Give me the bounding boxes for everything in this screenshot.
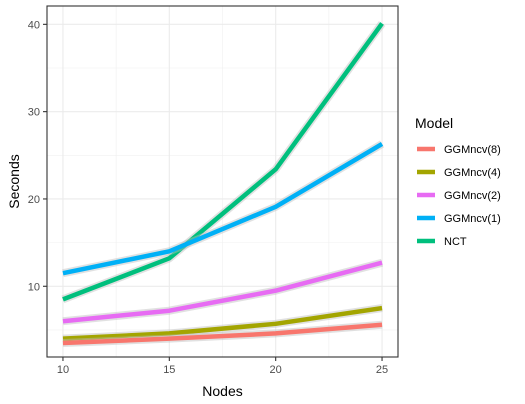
y-tick-label: 20 <box>28 194 40 206</box>
y-tick-label: 30 <box>28 107 40 119</box>
legend-label: NCT <box>444 236 467 248</box>
x-tick-label: 10 <box>57 364 69 376</box>
x-tick-label: 15 <box>163 364 175 376</box>
grid-minor <box>47 6 398 357</box>
panel-border <box>46 5 399 358</box>
legend: Model GGMncv(8) GGMncv(4) GGMncv(2) GGMncv(… <box>415 115 501 252</box>
legend-label: GGMncv(8) <box>444 144 501 156</box>
x-axis: 10 15 20 25 <box>57 357 388 376</box>
series-line <box>62 305 383 341</box>
y-tick-label: 10 <box>28 281 40 293</box>
y-tick-label: 40 <box>28 19 40 31</box>
series-line <box>62 22 384 302</box>
series-layer <box>61 21 386 348</box>
grid-major <box>47 6 398 357</box>
legend-label: GGMncv(1) <box>444 213 501 225</box>
legend-label: GGMncv(4) <box>444 167 501 179</box>
x-axis-title: Nodes <box>202 383 242 399</box>
x-tick-label: 20 <box>270 364 282 376</box>
series-line <box>62 260 383 324</box>
x-tick-label: 25 <box>376 364 388 376</box>
legend-label: GGMncv(2) <box>444 190 501 202</box>
legend-title: Model <box>415 115 453 131</box>
y-axis: 10 20 30 40 <box>28 19 47 293</box>
series-line <box>62 142 384 276</box>
y-axis-title: Seconds <box>6 154 22 208</box>
series-line <box>62 322 383 346</box>
